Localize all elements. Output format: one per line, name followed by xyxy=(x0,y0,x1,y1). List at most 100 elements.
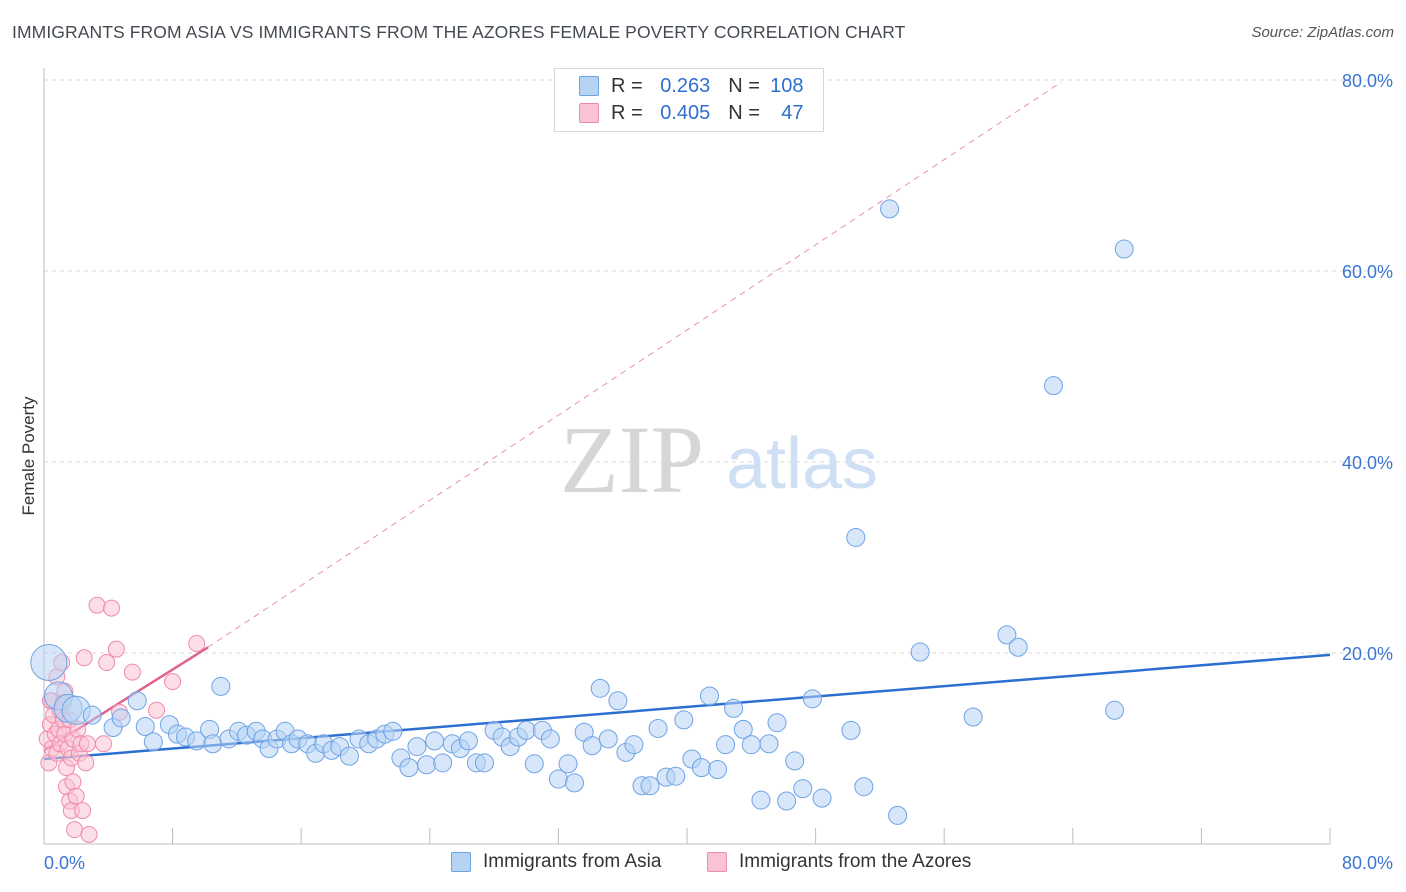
asia-point xyxy=(433,753,453,773)
legend-r-value: 0.263 xyxy=(660,74,711,97)
asia-point xyxy=(812,788,832,808)
asia-point xyxy=(524,754,544,774)
bottom-legend-swatch-azores xyxy=(707,852,727,872)
asia-point xyxy=(841,720,861,740)
asia-point xyxy=(407,737,427,757)
chart-title: IMMIGRANTS FROM ASIA VS IMMIGRANTS FROM … xyxy=(12,22,906,42)
asia-point xyxy=(674,710,694,730)
y-axis-label: Female Poverty xyxy=(19,396,38,516)
y-tick-label: 80.0% xyxy=(1342,71,1393,91)
azores-point xyxy=(80,825,98,843)
asia-point xyxy=(135,717,155,737)
x-tick-label: 80.0% xyxy=(1342,853,1393,873)
asia-point xyxy=(558,754,578,774)
legend-r-value: 0.405 xyxy=(660,101,711,124)
watermark-zip: ZIP xyxy=(560,406,704,513)
asia-point xyxy=(582,736,602,756)
asia-point xyxy=(888,805,908,825)
azores-point xyxy=(103,599,121,617)
asia-point xyxy=(997,625,1017,645)
y-tick-label: 60.0% xyxy=(1342,262,1393,282)
azores-point xyxy=(164,673,182,691)
azores-point xyxy=(123,663,141,681)
asia-point xyxy=(910,642,930,662)
azores-point xyxy=(148,701,166,719)
azores-point xyxy=(74,802,92,820)
asia-point xyxy=(767,713,787,733)
legend-row-azores: R = 0.405 N = 47 xyxy=(579,100,804,126)
asia-point xyxy=(143,732,163,752)
asia-point xyxy=(846,527,866,547)
asia-point xyxy=(590,678,610,698)
y-tick-label: 40.0% xyxy=(1342,453,1393,473)
asia-point xyxy=(540,729,560,749)
legend: R = 0.263 N = 108 R = 0.405 N = 47 xyxy=(554,68,824,132)
azores-point xyxy=(98,654,116,672)
azores-point xyxy=(75,649,93,667)
bottom-legend-azores: Immigrants from the Azores xyxy=(707,851,971,873)
asia-point xyxy=(666,766,686,786)
asia-point xyxy=(598,729,618,749)
asia-point xyxy=(716,735,736,755)
azores-point xyxy=(66,821,84,839)
azores-point xyxy=(188,634,206,652)
asia-point xyxy=(1105,700,1125,720)
asia-point xyxy=(339,746,359,766)
bottom-legend-label-asia: Immigrants from Asia xyxy=(483,851,662,872)
asia-point xyxy=(802,689,822,709)
asia-point xyxy=(708,760,728,780)
legend-n-label: N = xyxy=(728,74,760,97)
asia-point xyxy=(640,776,660,796)
asia-point xyxy=(1008,637,1028,657)
asia-point xyxy=(82,705,102,725)
asia-point xyxy=(624,735,644,755)
asia-point xyxy=(759,734,779,754)
azores-point xyxy=(67,787,85,805)
azores-point xyxy=(77,754,95,772)
legend-swatch-azores xyxy=(579,103,599,123)
asia-point xyxy=(608,691,628,711)
bottom-legend: Immigrants from Asia Immigrants from the… xyxy=(0,851,1406,879)
asia-point xyxy=(383,721,403,741)
asia-point xyxy=(785,751,805,771)
legend-r-label: R = xyxy=(611,101,643,124)
axes xyxy=(43,68,1331,845)
legend-r-label: R = xyxy=(611,74,643,97)
azores-point xyxy=(88,596,106,614)
legend-row-asia: R = 0.263 N = 108 xyxy=(579,73,804,99)
azores-point xyxy=(78,735,96,753)
bottom-legend-label-azores: Immigrants from the Azores xyxy=(739,851,972,872)
watermark-atlas: atlas xyxy=(726,424,878,504)
asia-point xyxy=(793,779,813,799)
asia-point xyxy=(1114,239,1134,259)
asia-point xyxy=(691,758,711,778)
azores-point xyxy=(64,773,82,791)
asia-point xyxy=(399,758,419,778)
asia-point xyxy=(425,731,445,751)
asia-points xyxy=(30,199,1134,825)
asia-point xyxy=(564,773,584,793)
asia-point xyxy=(741,735,761,755)
bottom-legend-swatch-asia xyxy=(451,852,471,872)
asia-point xyxy=(880,199,900,219)
asia-point xyxy=(127,691,147,711)
legend-n-value: 47 xyxy=(781,101,804,124)
y-tick-label: 20.0% xyxy=(1342,644,1393,664)
asia-point xyxy=(211,676,231,696)
asia-point xyxy=(548,769,568,789)
asia-point xyxy=(474,753,494,773)
asia-point xyxy=(111,708,131,728)
asia-point xyxy=(1044,376,1064,396)
x-tick-label: 0.0% xyxy=(44,853,85,873)
azores-trend-extension xyxy=(207,81,1062,648)
asia-point xyxy=(751,790,771,810)
asia-point xyxy=(458,731,478,751)
azores-point xyxy=(107,640,125,658)
asia-point xyxy=(854,777,874,797)
asia-point xyxy=(724,698,744,718)
asia-point xyxy=(733,719,753,739)
source-credit: Source: ZipAtlas.com xyxy=(1251,24,1394,41)
asia-point xyxy=(30,644,68,682)
azores-point xyxy=(94,735,112,753)
